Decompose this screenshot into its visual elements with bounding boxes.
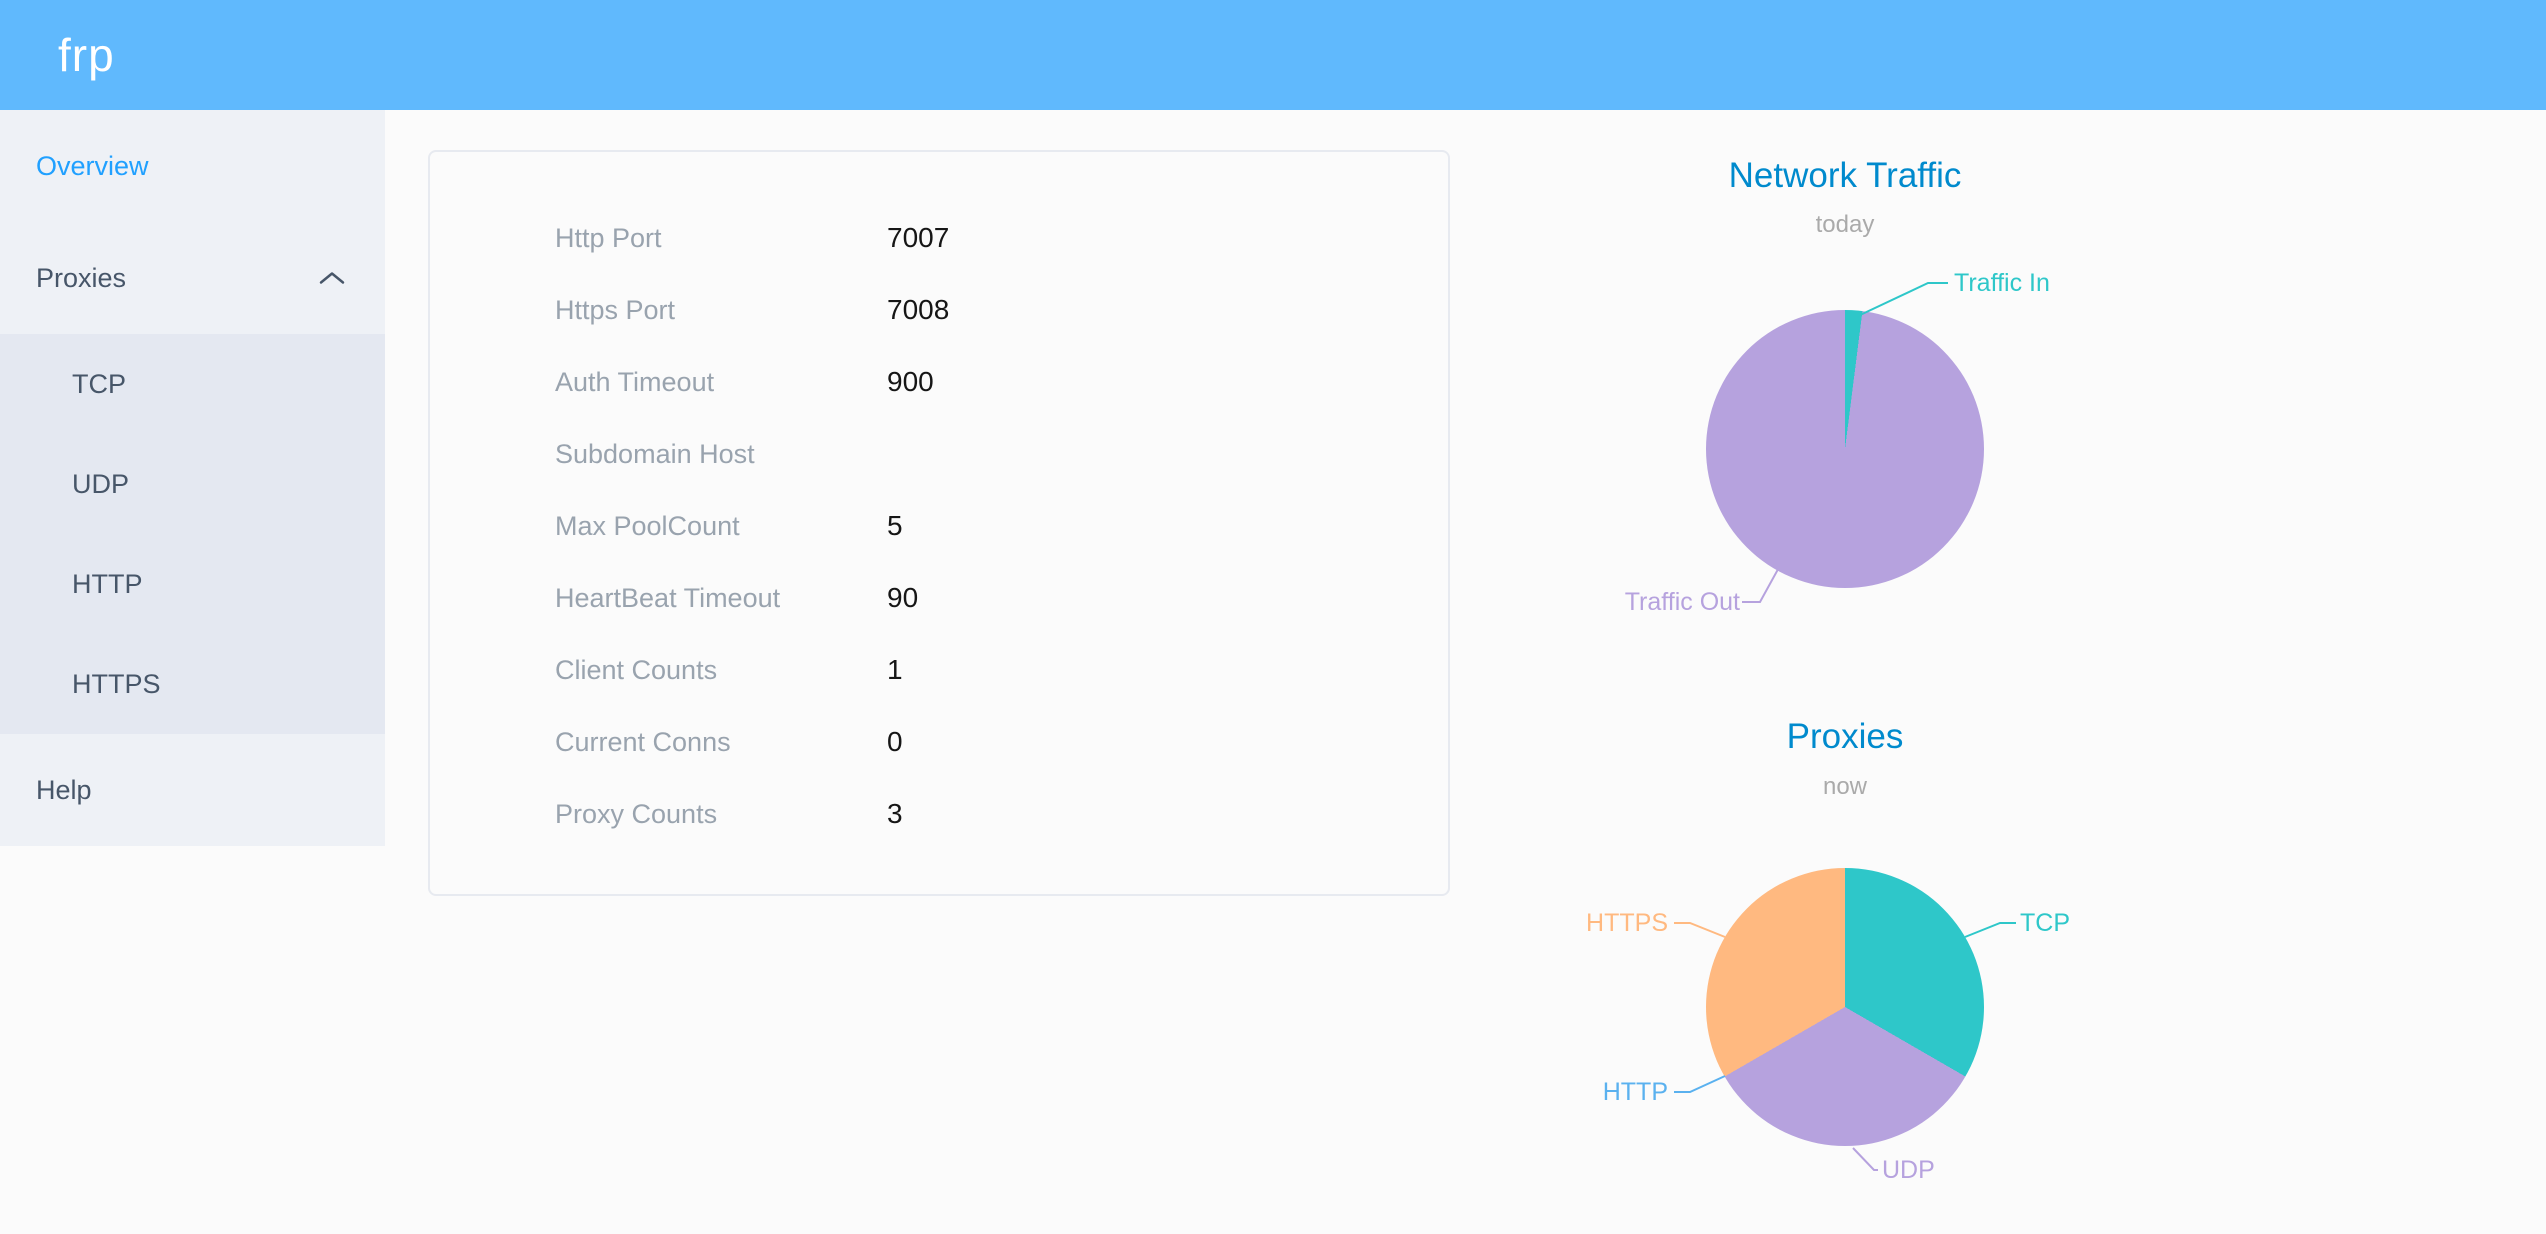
proxies-submenu: TCP UDP HTTP HTTPS xyxy=(0,334,385,734)
sidebar-item-label: Proxies xyxy=(36,262,127,293)
pie-label-udp: UDP xyxy=(1882,1156,1935,1184)
info-label: HeartBeat Timeout xyxy=(555,582,781,613)
info-label: Current Conns xyxy=(555,726,731,757)
sidebar: Overview Proxies TCP UDP HTTP HTTPS Help xyxy=(0,110,385,846)
sidebar-item-label: HTTPS xyxy=(72,668,161,699)
network-traffic-pie[interactable] xyxy=(1706,310,1984,588)
info-value: 1 xyxy=(887,654,903,685)
info-label: Auth Timeout xyxy=(555,366,715,397)
pie-label-http: HTTP xyxy=(1602,1078,1668,1106)
sidebar-item-label: HTTP xyxy=(72,568,143,599)
info-row-http-port: Http Port 7007 xyxy=(555,202,1448,274)
pie-label-traffic-in: Traffic In xyxy=(1954,269,2050,297)
sidebar-item-label: Overview xyxy=(36,150,149,181)
sidebar-item-proxies[interactable]: Proxies xyxy=(0,222,385,334)
proxies-chart: Proxies now TCP HTTPS HTTP UDP xyxy=(1520,700,2170,1234)
info-row-auth-timeout: Auth Timeout 900 xyxy=(555,346,1448,418)
sidebar-item-overview[interactable]: Overview xyxy=(0,110,385,222)
pie-label-traffic-out: Traffic Out xyxy=(1624,588,1740,616)
info-row-proxy-counts: Proxy Counts 3 xyxy=(555,778,1448,850)
info-label: Http Port xyxy=(555,222,662,253)
info-value: 90 xyxy=(887,582,919,613)
info-value: 900 xyxy=(887,366,934,397)
server-info-card: Http Port 7007 Https Port 7008 Auth Time… xyxy=(428,150,1450,896)
info-row-max-poolcount: Max PoolCount 5 xyxy=(555,490,1448,562)
info-label: Https Port xyxy=(555,294,676,325)
header: frp xyxy=(0,0,2546,110)
chevron-up-icon xyxy=(319,263,345,294)
info-row-https-port: Https Port 7008 xyxy=(555,274,1448,346)
info-value: 7007 xyxy=(887,222,950,253)
chart-title: Proxies xyxy=(1786,717,1904,756)
sidebar-item-http[interactable]: HTTP xyxy=(0,534,385,634)
info-row-subdomain-host: Subdomain Host xyxy=(555,418,1448,490)
info-row-current-conns: Current Conns 0 xyxy=(555,706,1448,778)
info-label: Proxy Counts xyxy=(555,798,718,829)
info-row-heartbeat-timeout: HeartBeat Timeout 90 xyxy=(555,562,1448,634)
sidebar-item-label: Help xyxy=(36,774,92,805)
sidebar-item-label: TCP xyxy=(72,368,126,399)
sidebar-item-udp[interactable]: UDP xyxy=(0,434,385,534)
info-value: 0 xyxy=(887,726,903,757)
info-label: Subdomain Host xyxy=(555,438,755,469)
sidebar-item-help[interactable]: Help xyxy=(0,734,385,846)
chart-title: Network Traffic xyxy=(1728,156,1962,195)
chart-subtitle: today xyxy=(1815,211,1875,238)
info-value: 7008 xyxy=(887,294,950,325)
info-value: 3 xyxy=(887,798,903,829)
app-logo: frp xyxy=(58,29,115,81)
proxies-pie[interactable] xyxy=(1706,868,1984,1146)
info-row-client-counts: Client Counts 1 xyxy=(555,634,1448,706)
network-traffic-chart: Network Traffic today Traffic In Traffic… xyxy=(1520,150,2170,620)
info-label: Max PoolCount xyxy=(555,510,740,541)
chart-subtitle: now xyxy=(1822,773,1868,800)
pie-label-https: HTTPS xyxy=(1586,909,1668,937)
sidebar-item-label: UDP xyxy=(72,468,130,499)
sidebar-item-tcp[interactable]: TCP xyxy=(0,334,385,434)
sidebar-item-https[interactable]: HTTPS xyxy=(0,634,385,734)
pie-label-tcp: TCP xyxy=(2020,909,2070,937)
info-label: Client Counts xyxy=(555,654,718,685)
info-value: 5 xyxy=(887,510,903,541)
